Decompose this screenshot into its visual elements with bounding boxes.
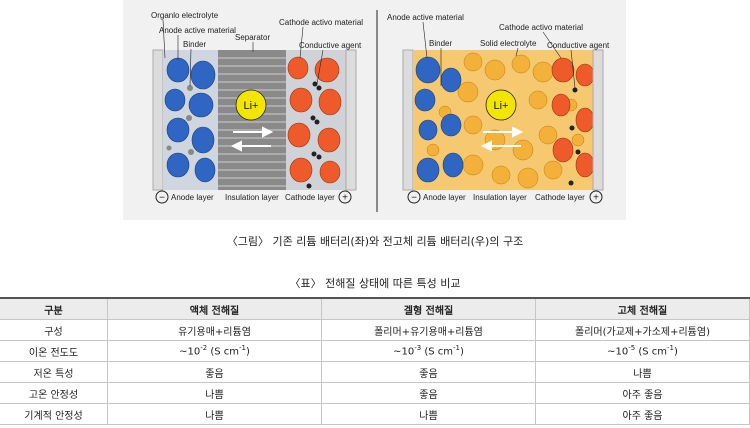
table-cell: 나쁨 (535, 361, 750, 383)
header-solid: 고체 전해질 (535, 297, 750, 320)
anode-particles-right (414, 56, 464, 183)
ion-flow-arrows (230, 126, 274, 152)
cathode-particles-right (551, 57, 595, 178)
organic-electrolyte-label: Organlo electrolyte (151, 11, 219, 20)
anode-active-material-label: Anode active material (159, 26, 236, 35)
binder-label-right: Binder (429, 39, 452, 48)
insulation-layer-label-right: Insulation layer (473, 193, 527, 202)
header-liquid: 액체 전해질 (107, 297, 322, 320)
lithium-ion (235, 89, 267, 121)
minus-symbol: − (159, 193, 165, 204)
separator-label: Separator (235, 33, 270, 42)
table-cell: 폴리머(가교제+가소제+리튬염) (535, 319, 750, 341)
row-label: 고온 안정성 (0, 382, 108, 404)
table-row: 고온 안정성 나쁨 좋음 아주 좋음 (0, 382, 750, 404)
conventional-battery: Li+ Organlo electrolyte Anode active mat… (151, 11, 363, 204)
conductive-agent-label-right: Conductive agent (547, 41, 610, 50)
minus-terminal-icon-right (407, 190, 421, 204)
leader-lines-right (422, 21, 576, 89)
table-cell: 좋음 (321, 382, 536, 404)
binder-label: Binder (183, 40, 206, 49)
cathode-collector (345, 49, 357, 191)
table-cell: 좋음 (321, 361, 536, 383)
table-cell: 나쁨 (107, 382, 322, 404)
anode-layer-label-right: Anode layer (423, 193, 466, 202)
plus-terminal-icon-right (589, 190, 603, 204)
ion-flow-arrows-right (480, 126, 524, 152)
conductivity-cell: ~10-3 (S cm-1) (321, 340, 536, 362)
row-label: 구성 (0, 319, 108, 341)
conductivity-cell: ~10-2 (S cm-1) (107, 340, 322, 362)
table-cell: 나쁨 (107, 403, 322, 425)
table-cell: 아주 좋음 (535, 403, 750, 425)
anode-collector (152, 49, 164, 191)
anode-active-material-label-right: Anode active material (387, 13, 464, 22)
figure-caption: 〈그림〉 기존 리튬 배터리(좌)와 전고체 리튬 배터리(우)의 구조 (226, 235, 524, 248)
cathode-layer-label: Cathode layer (285, 193, 335, 202)
row-label: 저온 특성 (0, 361, 108, 383)
table-row: 구성 유기용매+리튬염 폴리머+유기용매+리튬염 폴리머(가교제+가소제+리튬염… (0, 319, 750, 341)
plus-symbol: + (342, 193, 348, 204)
cathode-layer-label-right: Cathode layer (535, 193, 585, 202)
table-row: 기계적 안정성 나쁨 나쁨 아주 좋음 (0, 403, 750, 425)
solid-state-battery: Li+ Anode active material Binder Cathode… (387, 13, 610, 204)
anode-particles (164, 57, 216, 183)
binder-dots (166, 85, 194, 155)
conductive-agent-label: Conductive agent (299, 41, 362, 50)
anode-collector-right (402, 49, 414, 191)
table-header-row: 구분 액체 전해질 겔형 전해질 고체 전해질 (0, 297, 750, 320)
header-gel: 겔형 전해질 (321, 297, 536, 320)
table-cell: 유기용매+리튬염 (107, 319, 322, 341)
table-cell: 폴리머+유기용매+리튬염 (321, 319, 536, 341)
solid-electrolyte-label: Solid electrolyte (480, 39, 537, 48)
anode-layer-label: Anode layer (171, 193, 214, 202)
minus-symbol-right: − (411, 193, 417, 204)
cathode-active-material-label: Cathode activo material (279, 18, 363, 27)
plus-symbol-right: + (593, 193, 599, 204)
row-label: 기계적 안정성 (0, 403, 108, 425)
table-row: 저온 특성 좋음 좋음 나쁨 (0, 361, 750, 383)
plus-terminal-icon (338, 190, 352, 204)
table-cell: 나쁨 (321, 403, 536, 425)
insulation-layer-label: Insulation layer (225, 193, 279, 202)
table-cell: 좋음 (107, 361, 322, 383)
table-row: 이온 전도도 ~10-2 (S cm-1) ~10-3 (S cm-1) ~10… (0, 340, 750, 362)
cathode-active-material-label-right: Cathode activo material (499, 23, 583, 32)
row-label: 이온 전도도 (0, 340, 108, 362)
conductivity-cell: ~10-5 (S cm-1) (535, 340, 750, 362)
lithium-ion-label: Li+ (244, 100, 259, 112)
battery-diagram: Li+ Organlo electrolyte Anode active mat… (151, 10, 610, 212)
battery-structure-figure: Li+ Organlo electrolyte Anode active mat… (123, 0, 626, 220)
conductive-agent-dots-right (568, 87, 581, 186)
table-caption: 〈표〉 전해질 상태에 따른 특성 비교 (289, 277, 461, 290)
lithium-ion-label-right: Li+ (494, 100, 509, 112)
conductive-agent-dots (306, 81, 322, 189)
header-category: 구분 (0, 297, 108, 320)
cathode-particles (287, 56, 342, 184)
lithium-ion-right (485, 89, 517, 121)
minus-terminal-icon (155, 190, 169, 204)
table-cell: 아주 좋음 (535, 382, 750, 404)
leader-lines (162, 19, 324, 87)
cathode-collector-right (592, 49, 604, 191)
electrolyte-comparison-table: 구분 액체 전해질 겔형 전해질 고체 전해질 구성 유기용매+리튬염 폴리머+… (0, 297, 750, 425)
